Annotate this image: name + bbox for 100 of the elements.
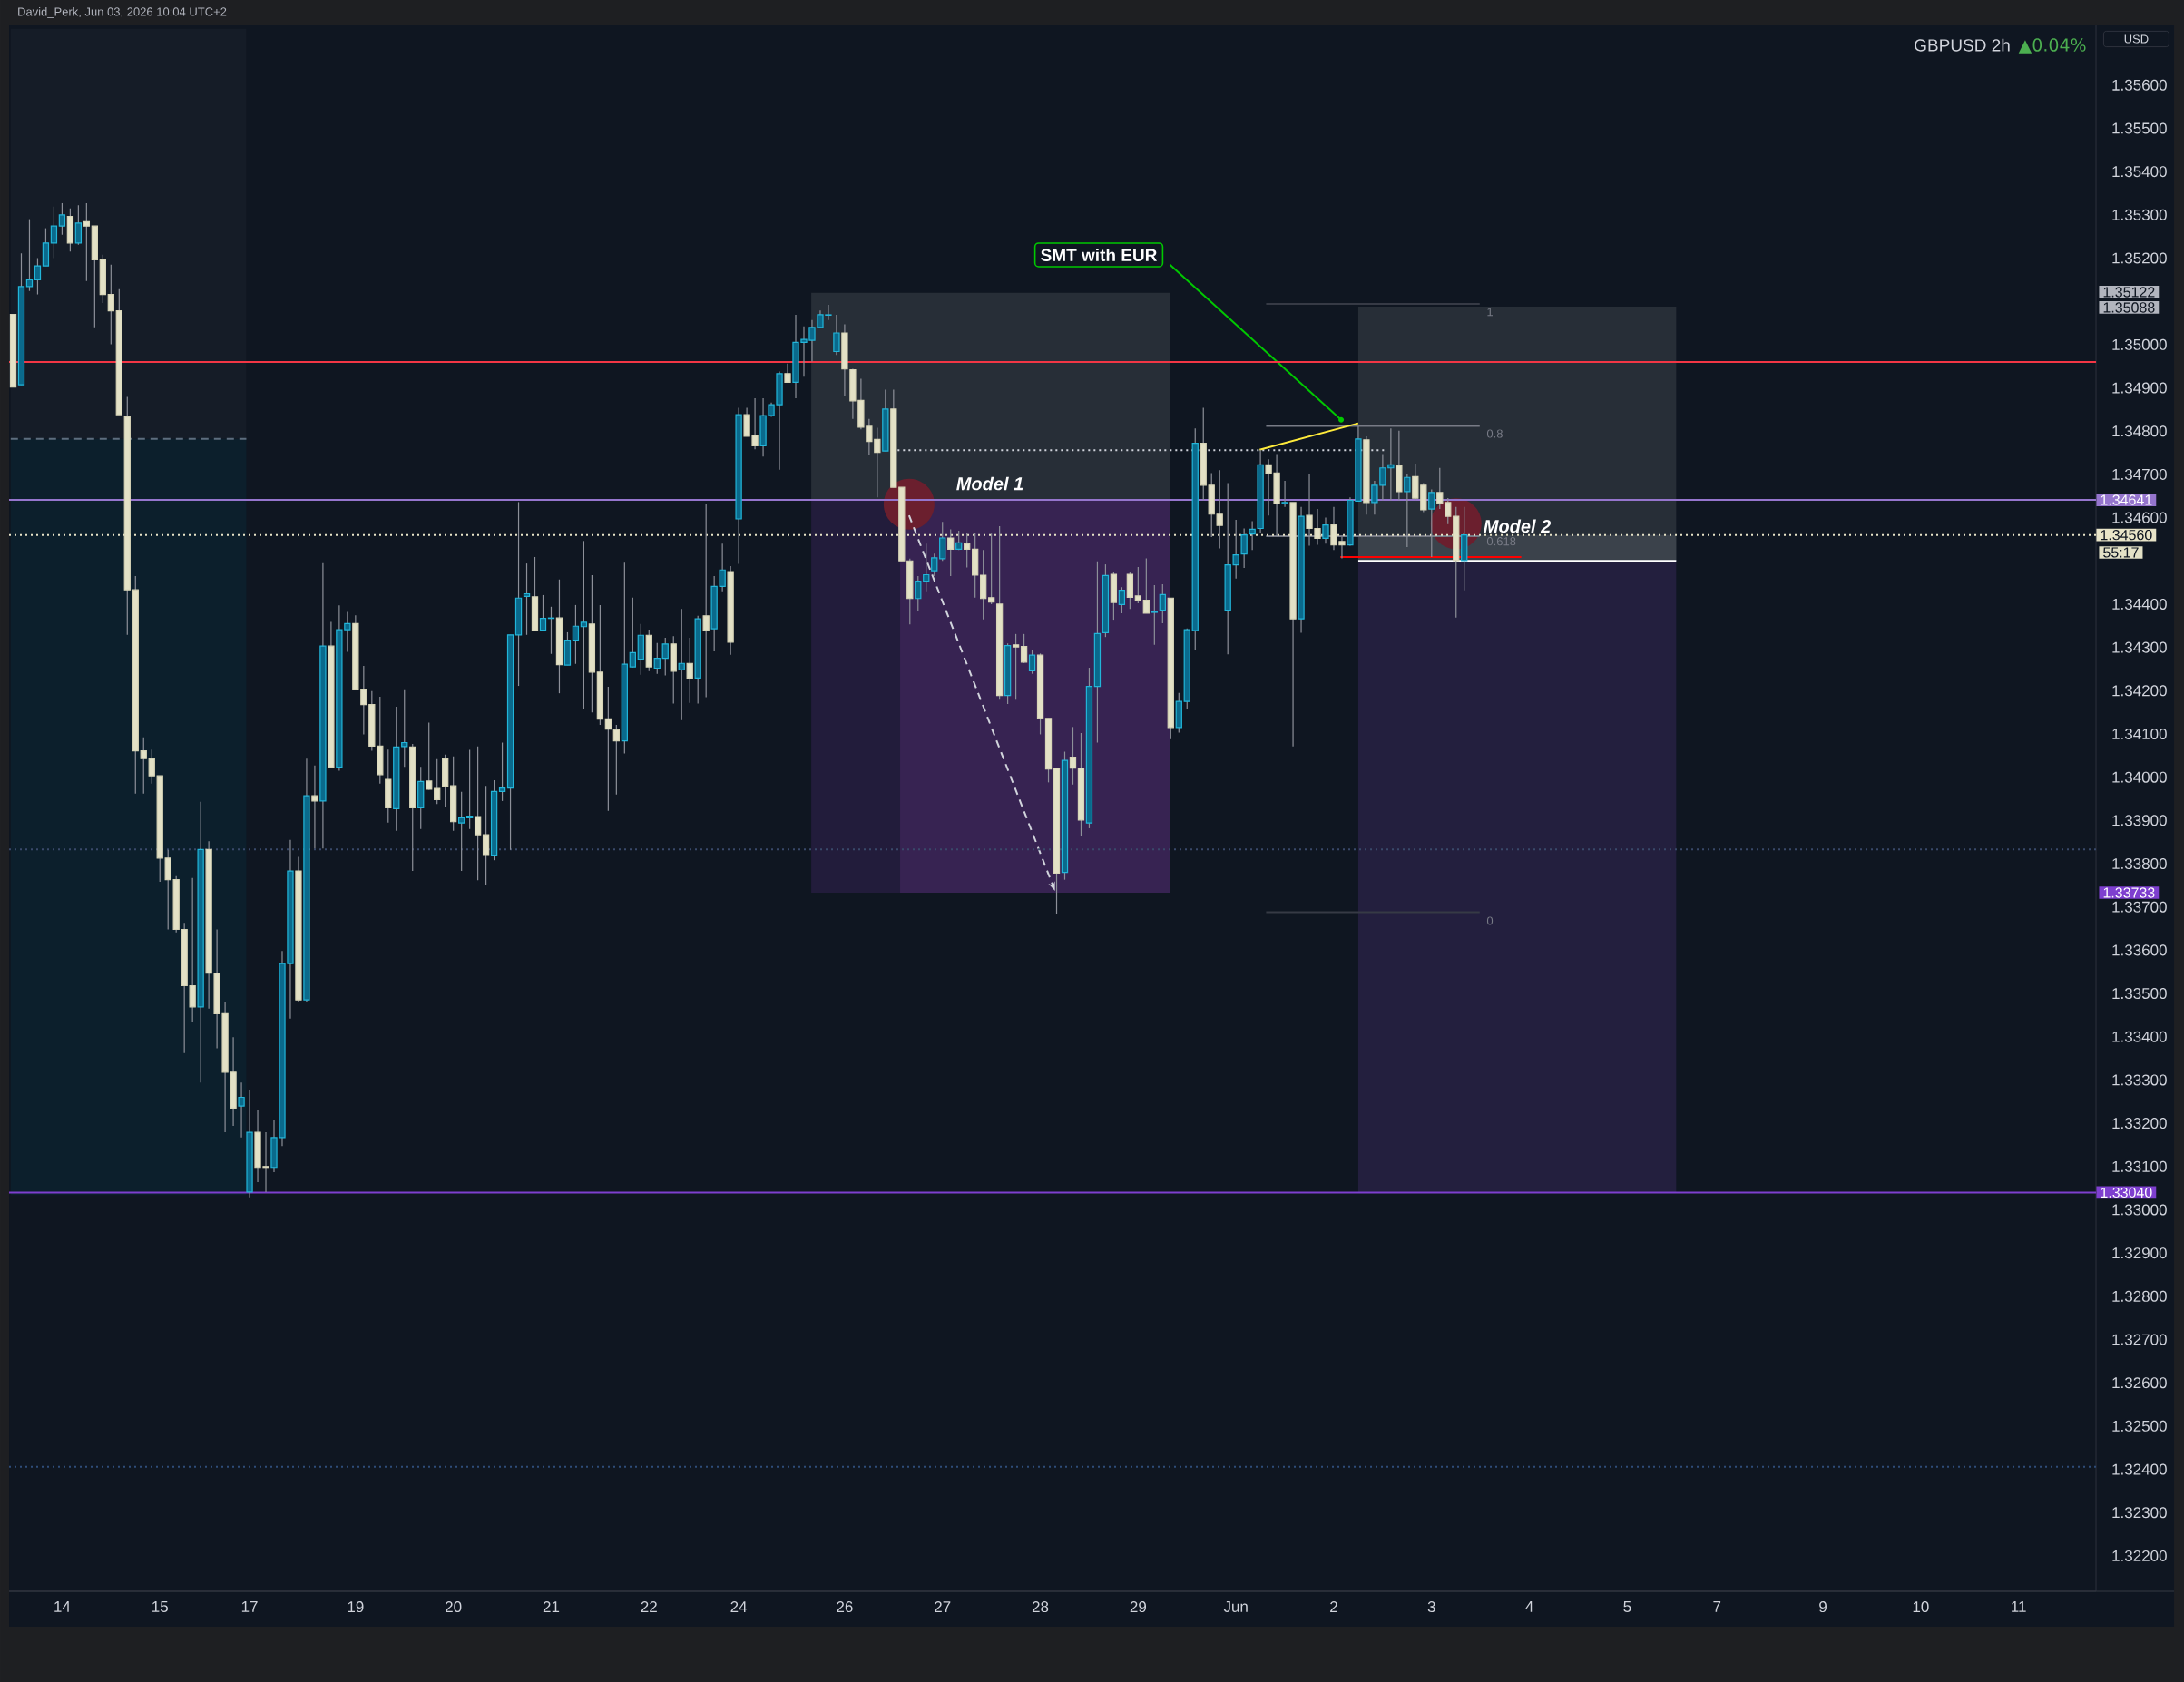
x-tick-label: 5	[1623, 1601, 1631, 1612]
y-tick-label: 1.35000	[2112, 338, 2167, 350]
candlestick	[1028, 649, 1036, 675]
candlestick	[50, 206, 58, 259]
candlestick	[401, 689, 408, 768]
candlestick	[457, 791, 465, 872]
y-tick-label: 1.33400	[2112, 1031, 2167, 1042]
x-tick-label: 7	[1713, 1601, 1721, 1612]
y-tick-label: 1.34300	[2112, 641, 2167, 653]
candlestick	[915, 575, 922, 611]
candlestick	[474, 746, 482, 881]
y-tick-label: 1.34800	[2112, 425, 2167, 437]
candlestick	[1012, 633, 1020, 700]
candlestick	[923, 543, 930, 592]
y-tick-label: 1.32400	[2112, 1463, 2167, 1475]
y-tick-label: 1.34200	[2112, 685, 2167, 697]
candlestick	[629, 597, 636, 669]
candlestick	[34, 257, 42, 296]
x-tick-label: 9	[1819, 1601, 1827, 1613]
y-tick-label: 1.35600	[2112, 79, 2167, 91]
y-tick-label: 1.34700	[2112, 468, 2167, 480]
y-tick-label: 1.32200	[2112, 1550, 2167, 1561]
ref-line-label: 1.33040	[2101, 1187, 2152, 1198]
x-tick-label: 2	[1330, 1601, 1337, 1612]
candlestick	[1436, 467, 1444, 510]
candlestick	[58, 202, 66, 236]
x-tick-label: 22	[641, 1601, 657, 1612]
annotation: Model 2	[1484, 519, 1552, 533]
y-tick-label: 1.32800	[2112, 1290, 2167, 1302]
annotation: 1	[1487, 308, 1494, 317]
candlestick	[784, 363, 791, 383]
x-tick-label: 11	[2012, 1601, 2026, 1612]
candlestick	[434, 758, 441, 805]
ref-line-label: 1.34641	[2101, 494, 2152, 505]
candlestick	[1428, 488, 1435, 558]
text: 1.33733	[2103, 887, 2155, 898]
y-tick-label: 1.33700	[2112, 901, 2167, 913]
candlestick	[1069, 726, 1077, 786]
x-tick-label: 21	[543, 1601, 560, 1612]
annotation: SMT with EUR	[1041, 249, 1158, 261]
candlestick	[140, 737, 147, 795]
x-tick-label: 20	[446, 1601, 462, 1613]
y-tick-label: 1.33100	[2112, 1160, 2167, 1172]
candlestick	[1134, 566, 1142, 604]
candlestick	[678, 608, 685, 721]
candlestick	[1249, 520, 1256, 551]
candlestick	[498, 741, 506, 802]
candlestick	[1281, 480, 1288, 508]
annotation: 0	[1486, 916, 1494, 925]
y-tick-label: 1.32500	[2112, 1420, 2167, 1432]
y-tick-label: 1.33900	[2112, 815, 2167, 826]
y-tick-label: 1.33800	[2112, 858, 2167, 870]
candlestick	[580, 540, 588, 710]
y-tick-label: 1.32900	[2112, 1247, 2167, 1259]
y-tick-label: 1.33200	[2112, 1118, 2167, 1129]
candlestick	[482, 785, 490, 885]
candlestick	[465, 749, 474, 830]
candlestick	[686, 637, 693, 704]
candlestick	[604, 686, 612, 812]
x-tick-label: 15	[152, 1601, 168, 1612]
x-tick-label: 14	[54, 1601, 71, 1612]
y-tick-label: 1.34000	[2112, 771, 2167, 783]
candlestick	[1020, 633, 1028, 664]
candlestick	[833, 314, 840, 356]
candlestick	[653, 642, 661, 675]
x-tick-label: 17	[241, 1601, 258, 1612]
candlestick	[83, 202, 91, 282]
candlestick	[311, 765, 318, 849]
candlestick	[1322, 516, 1329, 544]
candlestick	[931, 553, 938, 577]
y-tick-label: 1.33000	[2112, 1204, 2167, 1216]
candlestick	[25, 218, 34, 292]
text: 1.35088	[2103, 302, 2155, 313]
candlestick	[1151, 584, 1158, 646]
text: 1.35122	[2103, 287, 2155, 298]
candlestick	[1159, 583, 1166, 624]
y-tick-label: 1.32600	[2112, 1377, 2167, 1389]
y-tick-label: 1.34600	[2112, 512, 2167, 523]
candlestick	[1118, 586, 1126, 614]
candlestick	[612, 724, 621, 796]
candlestick	[238, 1081, 245, 1139]
x-tick-label: 26	[837, 1601, 853, 1613]
x-tick-label: 10	[1913, 1601, 1929, 1613]
candlestick	[1445, 497, 1452, 525]
y-tick-label: 1.32300	[2112, 1507, 2167, 1519]
text: GBPUSD 2h	[1915, 38, 2010, 52]
y-tick-label: 1.33600	[2112, 944, 2167, 956]
candlestick	[1240, 527, 1248, 569]
y-tick-label: 1.34900	[2112, 382, 2167, 394]
candlestick	[572, 604, 580, 665]
y-tick-label: 1.33300	[2112, 1074, 2167, 1086]
candlestick	[1404, 474, 1411, 548]
x-tick-label: 27	[935, 1601, 951, 1612]
y-tick-label: 1.34100	[2112, 728, 2167, 739]
candlestick	[1142, 557, 1150, 614]
text: 55:17	[2103, 547, 2139, 558]
candlestick	[661, 637, 669, 677]
y-tick-label: 1.35300	[2112, 209, 2167, 220]
candlestick	[107, 264, 114, 345]
candlestick	[939, 521, 946, 562]
